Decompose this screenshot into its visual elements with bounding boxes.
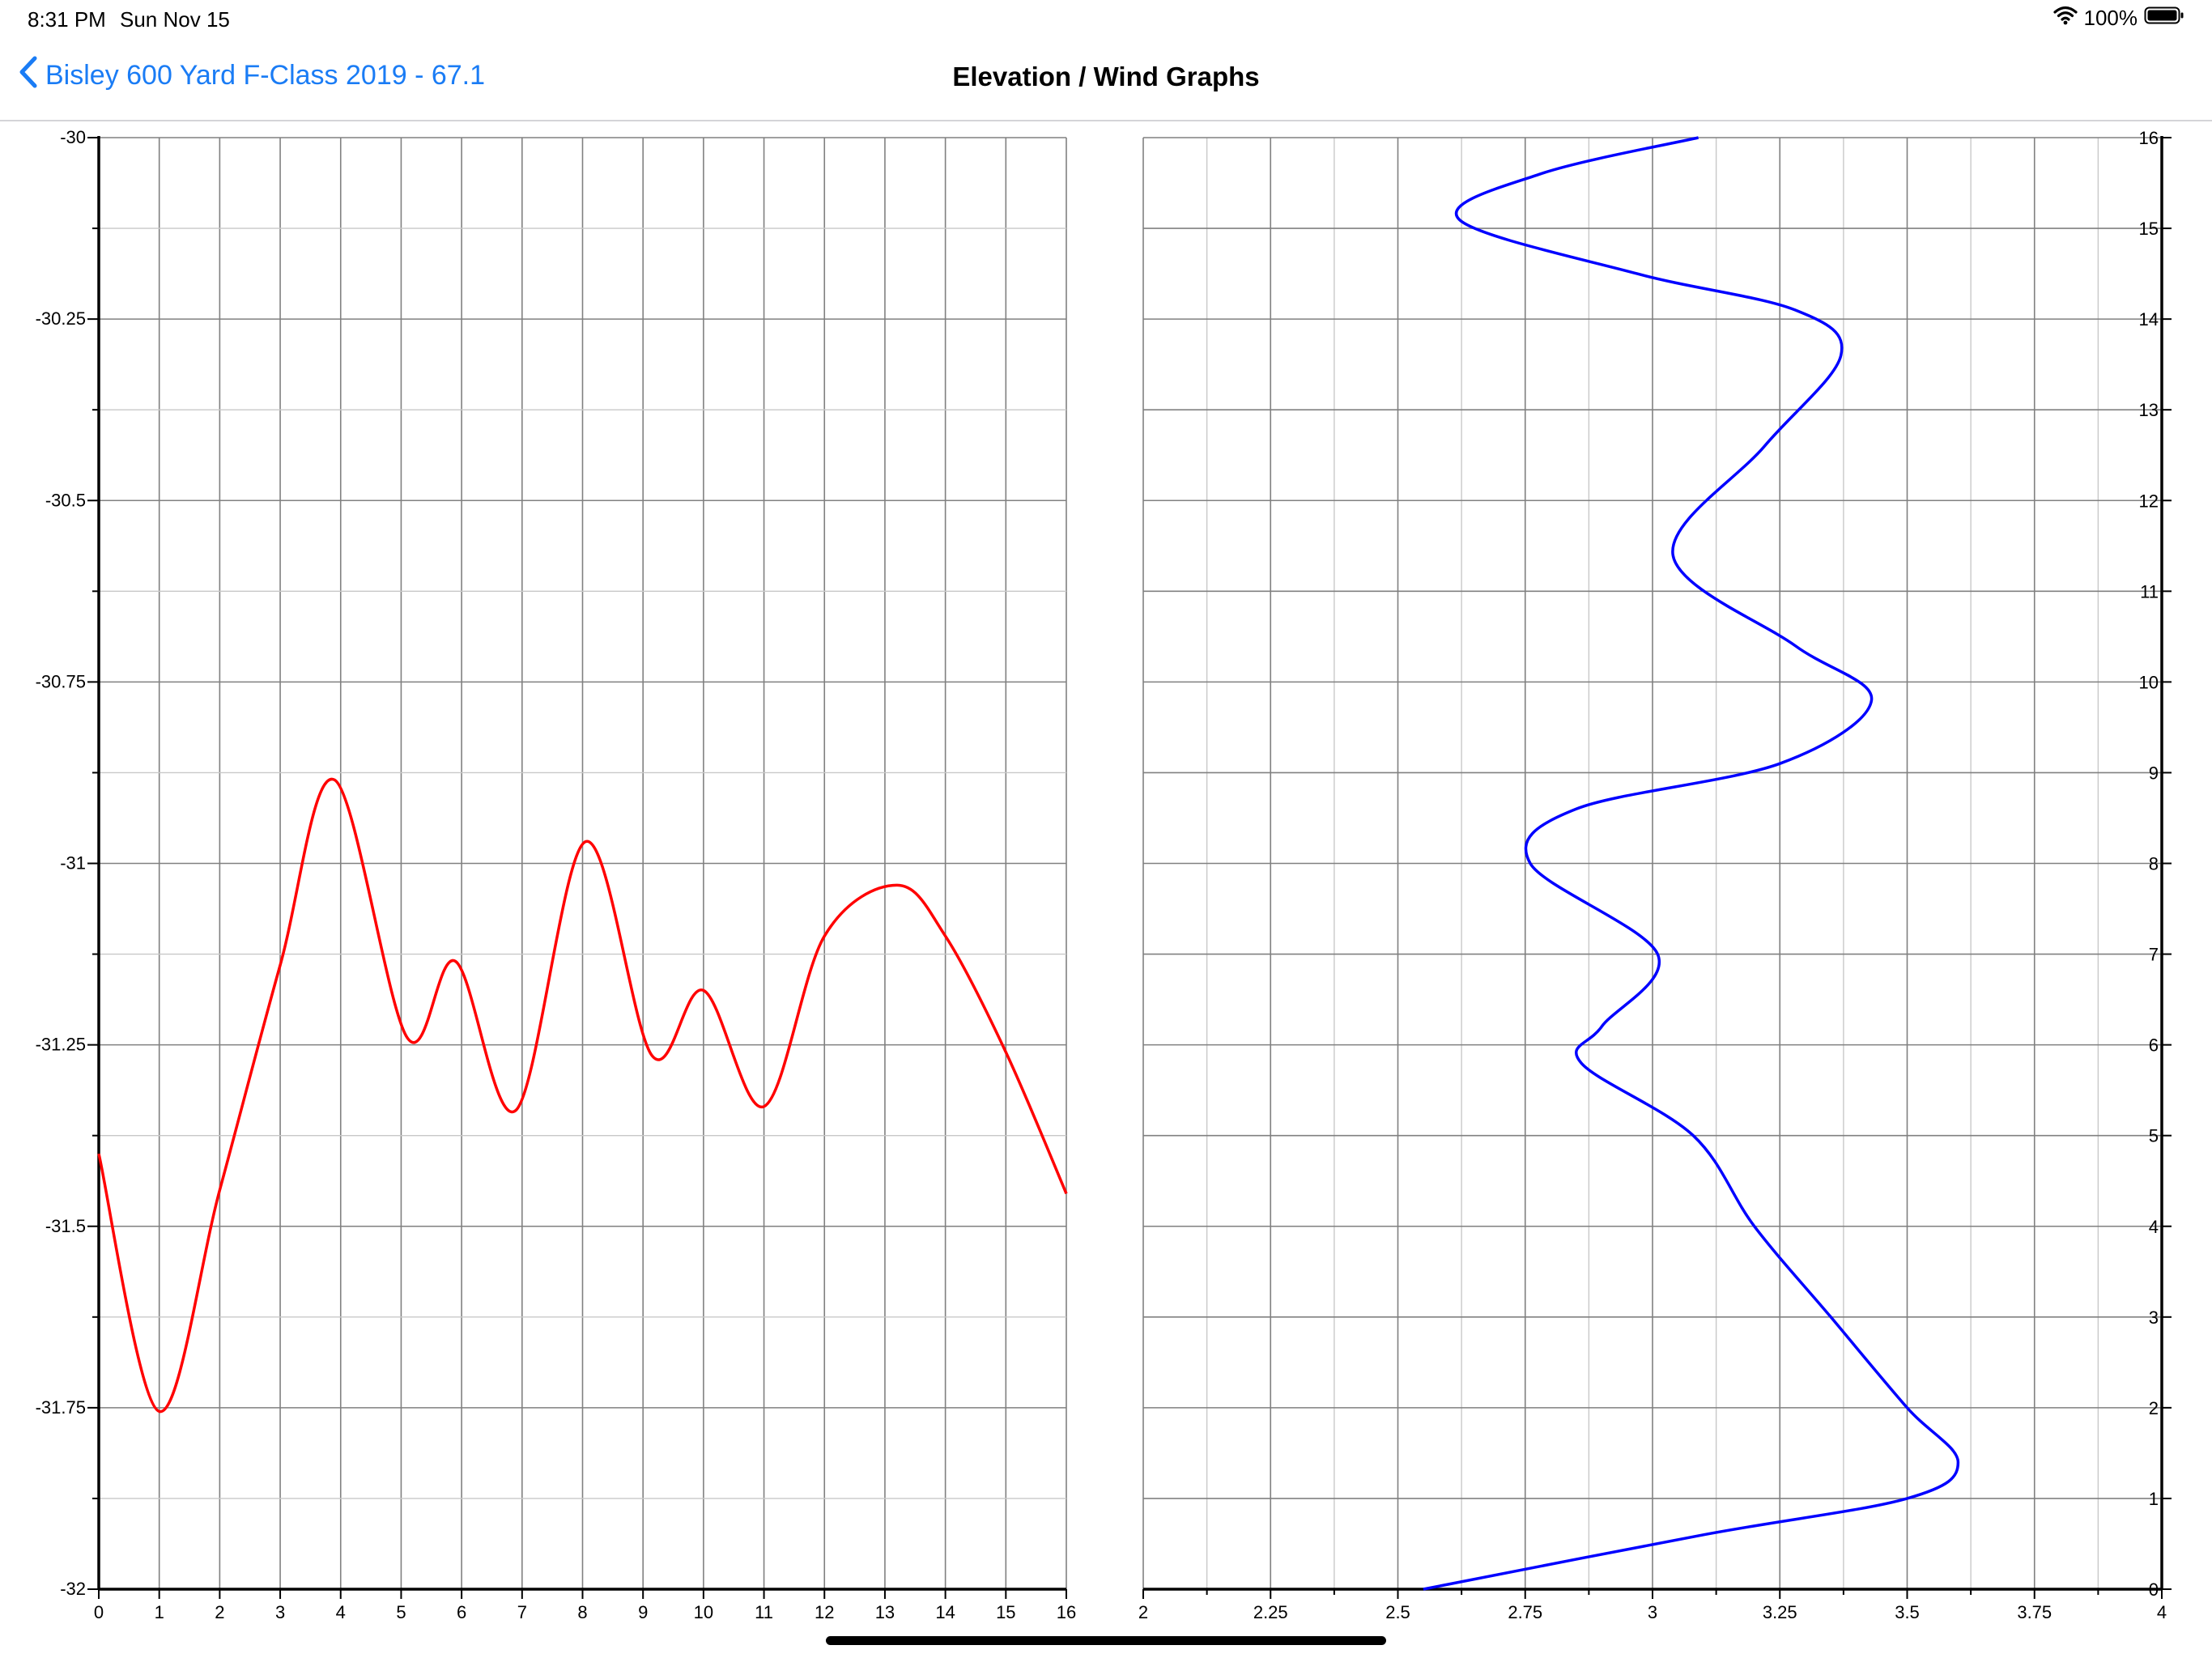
y-tick-label: -31 [60,853,86,874]
x-tick-label: 15 [996,1602,1015,1622]
y-tick-label: 14 [2139,309,2159,329]
wind-tick-labels: 2 2.25 2.5 2.75 3 3.25 3.5 3.75 4012345678910111… [1138,128,2167,1622]
y-tick-label: 2 [2149,1398,2159,1418]
x-tick-label: 5 [396,1602,406,1622]
x-tick-label: 4 [336,1602,346,1622]
elevation-tick-labels: 0 1 2 3 4 5 6 7 8 9 10 11 12 13 14 15 16-30-30.25-30.5-3… [36,127,1077,1622]
x-tick-label: 13 [875,1602,895,1622]
elevation-chart: 0 1 2 3 4 5 6 7 8 9 10 11 12 13 14 15 16-30-30.25-30.5-3… [36,127,1077,1622]
x-tick-label: 16 [1057,1602,1076,1622]
elevation-series [97,777,1068,1414]
x-tick-label: 2.75 [1508,1602,1542,1622]
wind-chart: 2 2.25 2.5 2.75 3 3.25 3.5 3.75 4012345678910111… [1138,128,2172,1622]
y-tick-label: 9 [2149,763,2159,783]
y-tick-label: -30.25 [36,308,86,329]
x-tick-label: 1 [155,1602,164,1622]
y-tick-label: -31.75 [36,1397,86,1418]
x-tick-label: 14 [935,1602,955,1622]
y-tick-label: 12 [2139,491,2159,511]
y-tick-label: 1 [2149,1489,2159,1509]
x-tick-label: 2.5 [1385,1602,1410,1622]
y-tick-label: -31.25 [36,1035,86,1055]
wind-series-line [1423,136,1960,1591]
wind-series [1423,136,1960,1591]
y-tick-label: 10 [2139,672,2159,692]
graphs-area: 0 1 2 3 4 5 6 7 8 9 10 11 12 13 14 15 16-30-30.25-30.5-3… [36,127,2172,1622]
x-tick-label: 2.25 [1253,1602,1288,1622]
back-button[interactable]: Bisley 600 Yard F-Class 2019 - 67.1 [18,55,485,96]
y-tick-label: -30.75 [36,671,86,691]
wind-grid [1142,137,2163,1589]
y-tick-label: -30.5 [45,490,86,510]
status-indicators: 100% [2052,6,2185,31]
x-tick-label: 6 [457,1602,466,1622]
y-tick-label: 7 [2149,945,2159,965]
battery-icon [2144,6,2184,31]
y-tick-label: -30 [60,127,86,147]
x-tick-label: 3.25 [1763,1602,1797,1622]
y-tick-label: 4 [2149,1217,2159,1237]
status-date: Sun Nov 15 [120,7,230,32]
back-button-label: Bisley 600 Yard F-Class 2019 - 67.1 [45,60,486,91]
status-bar: 8:31 PM Sun Nov 15 100% [0,0,2212,39]
x-tick-label: 3 [1648,1602,1657,1622]
chevron-left-icon [18,55,39,96]
elevation-ticks [87,137,1067,1599]
x-tick-label: 10 [694,1602,713,1622]
y-tick-label: 15 [2139,219,2159,239]
x-tick-label: 3.5 [1895,1602,1920,1622]
y-tick-label: 11 [2140,581,2159,602]
x-tick-label: 2 [1138,1602,1148,1622]
y-tick-label: -32 [60,1579,86,1599]
y-tick-label: -31.5 [45,1216,86,1236]
x-tick-label: 4 [2157,1602,2167,1622]
y-tick-label: 13 [2139,400,2159,420]
y-tick-label: 16 [2139,128,2159,148]
y-tick-label: 3 [2149,1307,2159,1328]
x-tick-label: 2 [215,1602,224,1622]
x-tick-label: 3 [275,1602,285,1622]
x-tick-label: 3.75 [2017,1602,2052,1622]
x-tick-label: 11 [755,1602,773,1622]
x-tick-label: 8 [577,1602,587,1622]
home-indicator[interactable] [826,1636,1386,1645]
x-tick-label: 12 [815,1602,834,1622]
x-tick-label: 0 [94,1602,104,1622]
wifi-icon [2052,6,2078,31]
y-tick-label: 5 [2149,1126,2159,1146]
y-tick-label: 6 [2149,1035,2159,1056]
elevation-grid [99,137,1067,1589]
status-time: 8:31 PM [28,7,106,32]
battery-percentage: 100% [2083,6,2138,30]
y-tick-label: 8 [2149,854,2159,874]
x-tick-label: 7 [517,1602,527,1622]
elevation-series-line [97,777,1068,1414]
y-tick-label: 0 [2149,1579,2159,1600]
navigation-bar: Bisley 600 Yard F-Class 2019 - 67.1 Elev… [0,39,2212,121]
wind-ticks [1142,137,2172,1599]
x-tick-label: 9 [638,1602,648,1622]
page-title: Elevation / Wind Graphs [952,62,1260,91]
